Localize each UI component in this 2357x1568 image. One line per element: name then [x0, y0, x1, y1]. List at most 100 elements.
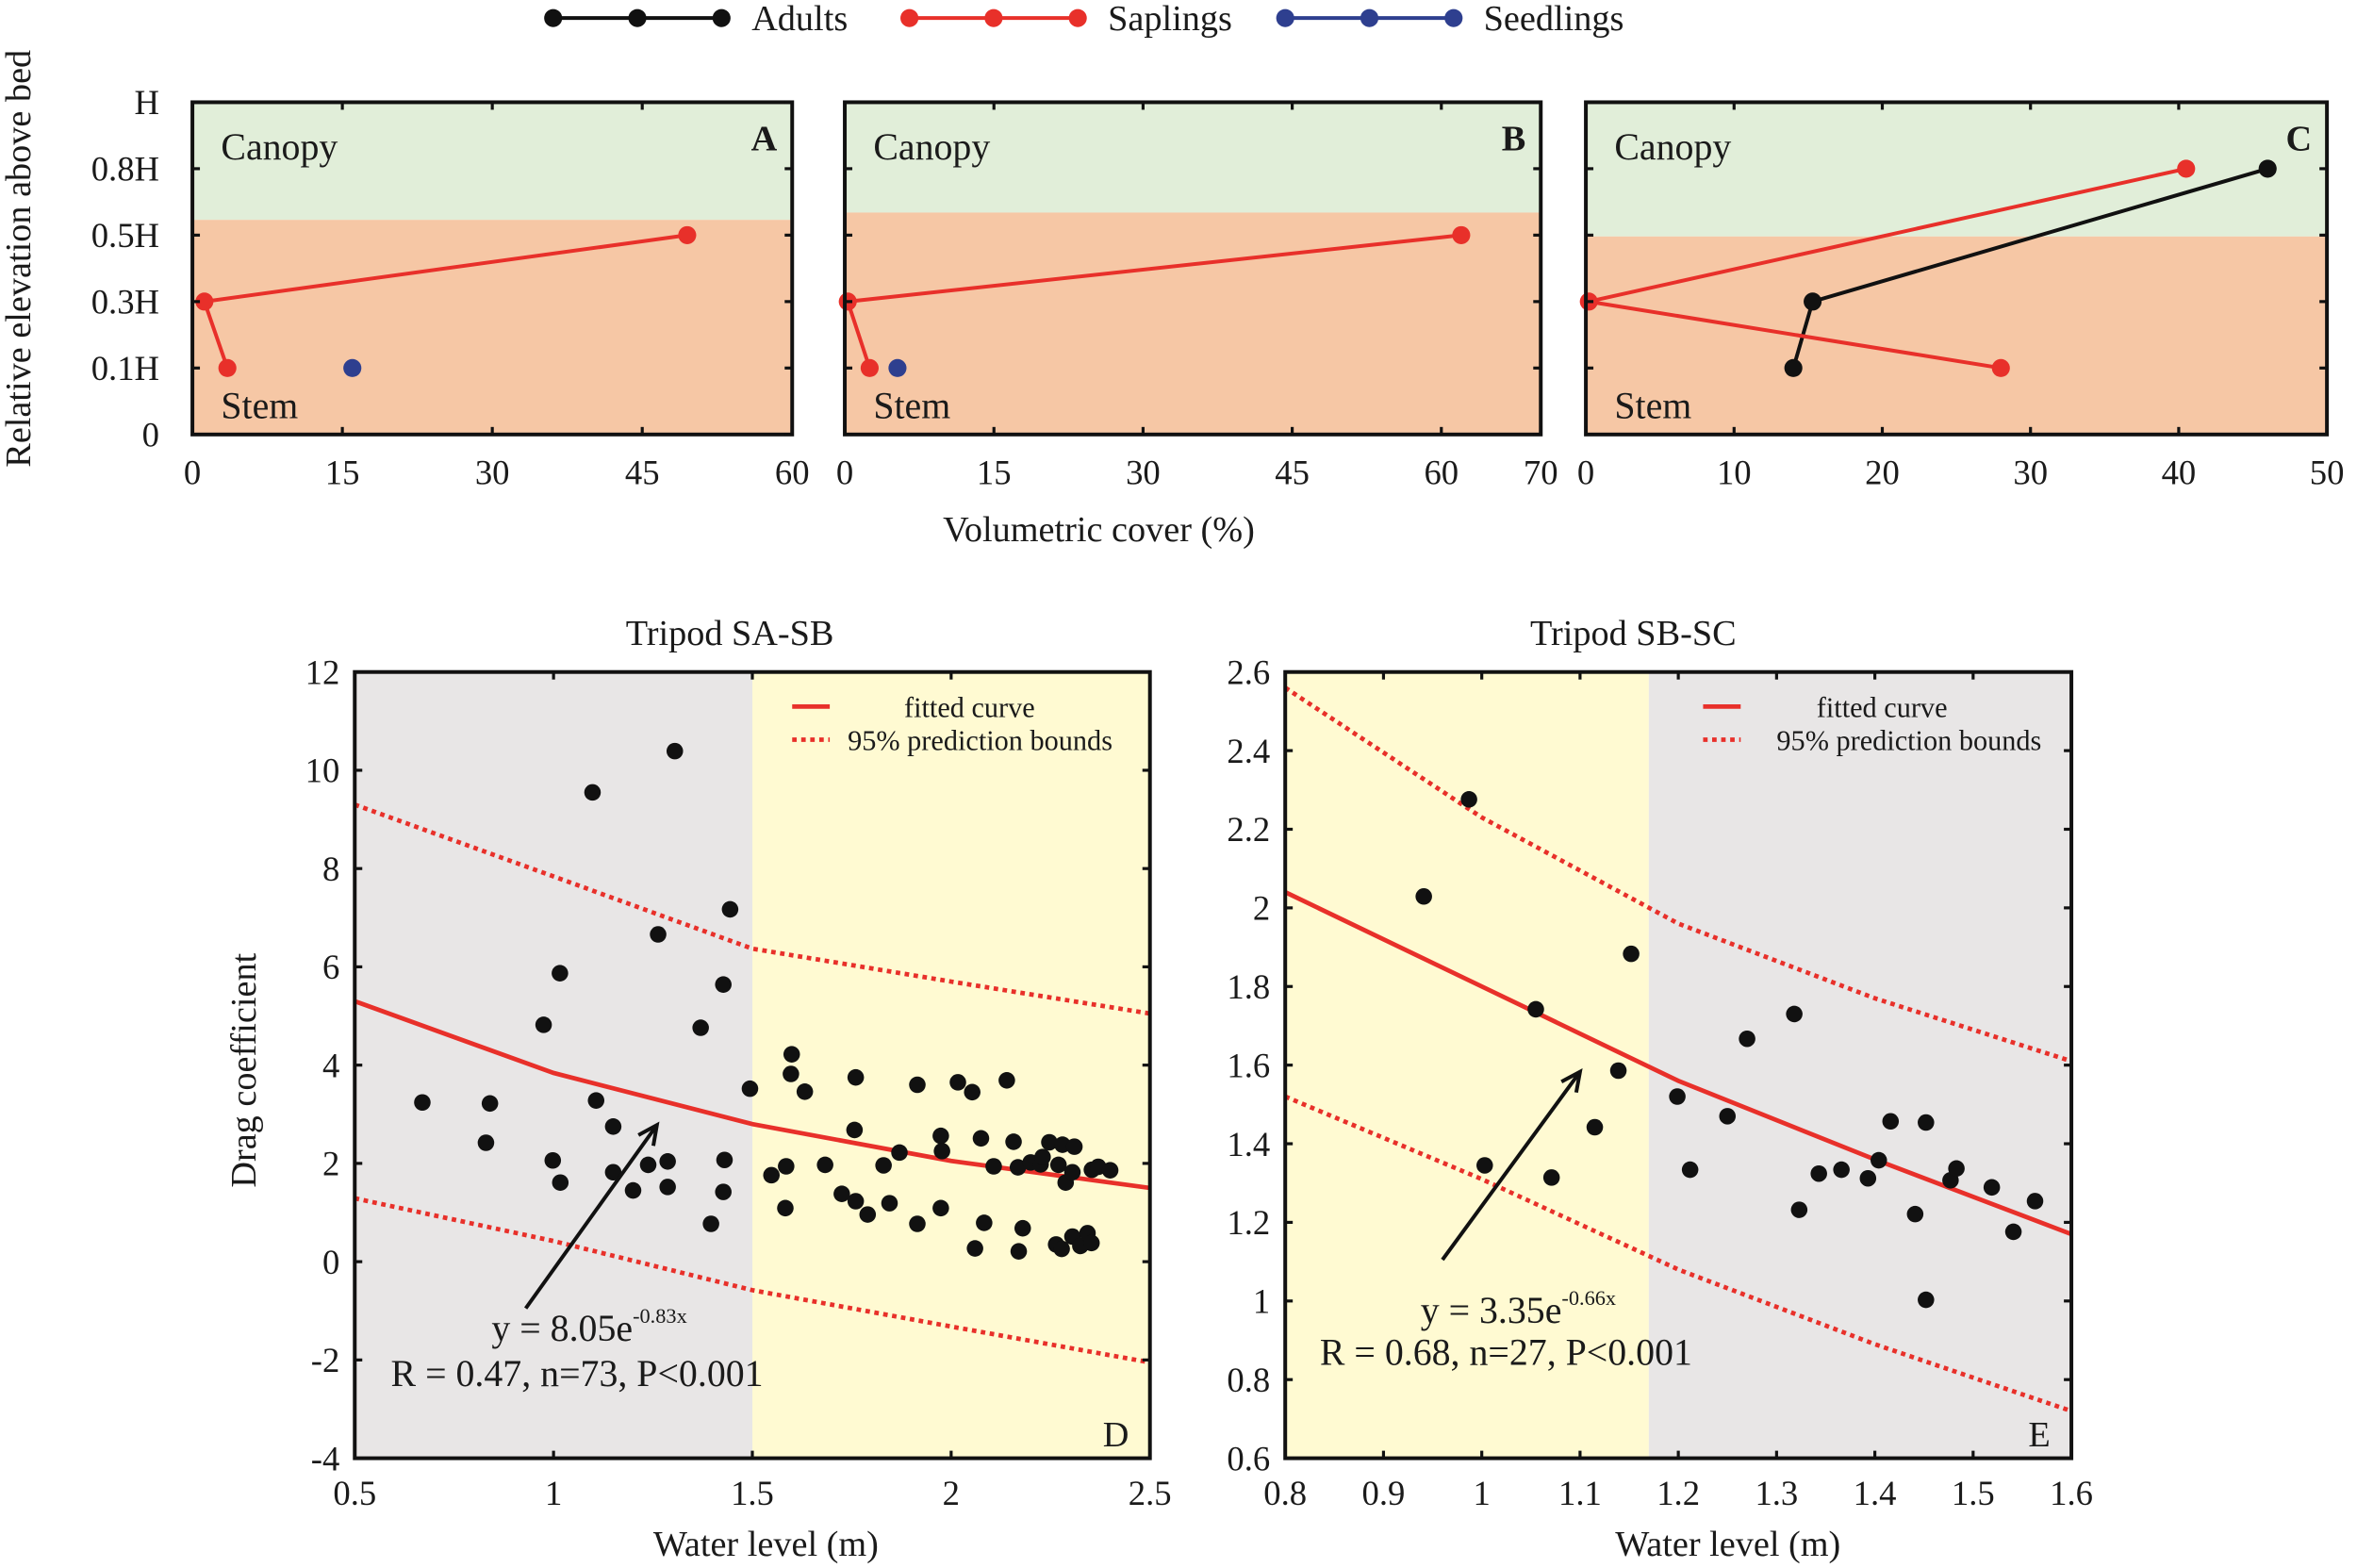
data-point: [796, 1083, 814, 1100]
data-point: [778, 1158, 795, 1175]
x-tick-label: 1.3: [1755, 1474, 1798, 1512]
canopy-zone: [845, 102, 1541, 213]
legend-label: Saplings: [1108, 0, 1232, 39]
arrow-head-icon: [637, 1121, 660, 1147]
panel-c: Canopy Stem C 0 10 20 30 40 50: [1577, 100, 2344, 491]
x-tick-label: 2: [943, 1474, 960, 1512]
legend-marker: [544, 8, 563, 27]
data-point: [2004, 1223, 2022, 1241]
canopy-label: Canopy: [873, 125, 990, 168]
data-point: [702, 1215, 719, 1232]
equation-text: y = 8.05e-0.83x: [491, 1304, 686, 1349]
data-point: [604, 1118, 622, 1135]
data-point: [847, 1068, 865, 1086]
data-point: [1053, 1240, 1070, 1258]
data-point: [1871, 1151, 1887, 1169]
panel-letter: E: [2028, 1415, 2050, 1455]
data-point: [964, 1083, 981, 1101]
chart-title: Tripod SB-SC: [1530, 614, 1737, 653]
legend-fitted-label: fitted curve: [1817, 692, 1948, 724]
shaded-band-yellow: [751, 671, 1150, 1459]
data-point-saplings: [678, 225, 697, 244]
legend-marker: [712, 8, 731, 27]
legend-marker: [1068, 8, 1087, 27]
shaded-band-gray: [1648, 671, 2072, 1459]
stem-zone: [845, 212, 1541, 435]
data-point: [763, 1166, 781, 1184]
x-tick-label: 10: [1717, 453, 1752, 491]
x-tick-label: 0: [1577, 453, 1594, 491]
data-point: [544, 1151, 562, 1169]
data-point: [414, 1094, 431, 1112]
x-tick-label: 45: [625, 453, 660, 491]
data-point: [1034, 1148, 1051, 1165]
legend-marker: [984, 8, 1003, 27]
data-point: [1063, 1164, 1081, 1181]
plot-frame: [843, 100, 1543, 437]
y-tick-label: 2.4: [1227, 732, 1270, 770]
x-tick-label: 1.1: [1558, 1474, 1602, 1512]
x-tick-label: 0.9: [1362, 1474, 1406, 1512]
y-tick-label: -4: [311, 1439, 340, 1477]
y-tick-label: 8: [322, 850, 339, 888]
data-point: [659, 1153, 676, 1170]
data-point: [1681, 1161, 1699, 1179]
x-axis-label: Volumetric cover (%): [943, 510, 1255, 550]
data-point: [1014, 1219, 1031, 1237]
data-point: [1082, 1234, 1100, 1252]
chart-title: Tripod SA-SB: [626, 614, 834, 653]
lower-prediction-bound: [354, 1196, 1151, 1365]
y-axis-label: Relative elevation above bed: [0, 50, 39, 468]
data-point-seedlings: [343, 358, 362, 377]
data-point: [477, 1134, 495, 1151]
stem-label: Stem: [873, 384, 950, 426]
data-point: [976, 1214, 993, 1231]
y-tick-label: 12: [305, 652, 340, 691]
y-tick-label: 2.6: [1227, 652, 1270, 691]
equation-base: y = 8.05e: [491, 1307, 633, 1349]
stem-zone: [1586, 236, 2328, 435]
panel-letter: B: [1502, 119, 1526, 158]
equation-exponent: -0.83x: [633, 1304, 687, 1328]
data-point: [535, 1016, 552, 1033]
y-tick-label: 1.2: [1227, 1203, 1270, 1242]
x-tick-label: 1.2: [1656, 1474, 1700, 1512]
data-point: [1049, 1156, 1067, 1174]
y-axis-label-drag: Drag coefficient: [224, 952, 264, 1187]
data-point: [639, 1156, 657, 1174]
data-point: [783, 1046, 800, 1063]
x-tick-label: 1.6: [2050, 1474, 2093, 1512]
stem-zone: [192, 220, 793, 435]
data-point: [1833, 1161, 1850, 1179]
panel-letter: A: [751, 119, 778, 158]
data-point: [875, 1157, 892, 1174]
x-tick-label: 1: [1474, 1474, 1491, 1512]
legend-bounds-label: 95% prediction bounds: [1776, 725, 2041, 757]
y-tick-label: 0: [142, 416, 159, 454]
equation-text: y = 3.35e-0.66x: [1421, 1286, 1616, 1331]
data-point: [909, 1215, 926, 1232]
data-point: [659, 1179, 676, 1196]
data-point: [985, 1158, 1002, 1175]
data-point: [1669, 1088, 1686, 1105]
data-point-saplings: [218, 358, 237, 377]
legend-marker: [1444, 8, 1463, 27]
data-point: [1948, 1160, 1965, 1178]
data-point: [1005, 1133, 1022, 1150]
upper-prediction-bound: [1283, 685, 2072, 1064]
y-tick-label: 0.1H: [91, 349, 159, 388]
data-point: [816, 1156, 833, 1174]
legend-bounds-label: 95% prediction bounds: [848, 725, 1113, 757]
x-tick-label: 0.8: [1263, 1474, 1307, 1512]
y-tick-label: 0.8H: [91, 150, 159, 189]
data-point: [1609, 1062, 1627, 1080]
data-point: [933, 1143, 950, 1160]
data-point: [1009, 1159, 1027, 1176]
data-point: [1476, 1157, 1493, 1174]
y-tick-label: 2.2: [1227, 810, 1270, 849]
data-point: [1882, 1113, 1900, 1131]
data-point: [1719, 1108, 1737, 1125]
data-point: [949, 1074, 966, 1091]
y-tick-label: 1: [1253, 1282, 1270, 1321]
